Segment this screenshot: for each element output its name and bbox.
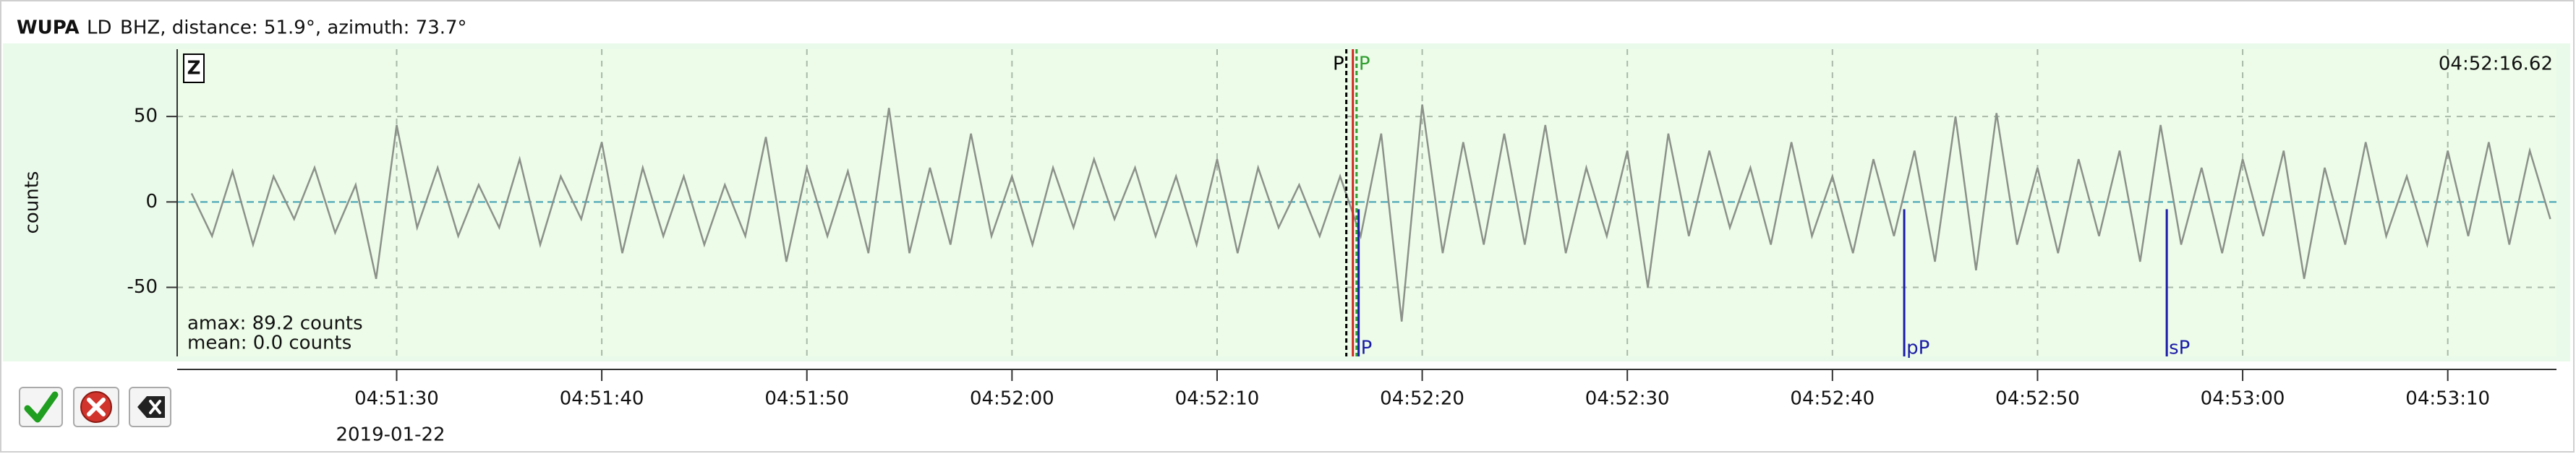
x-tick-label: 04:52:00: [970, 388, 1054, 410]
amax: amax: 89.2 counts: [187, 313, 363, 335]
waveform: [190, 104, 2551, 322]
pick-label: P: [1359, 53, 1370, 75]
x-tick-label: 04:53:00: [2201, 388, 2285, 410]
network: LD: [87, 17, 112, 39]
component: Z: [187, 58, 201, 80]
y-tick-label: 50: [134, 106, 158, 127]
pick-label: pP: [1906, 338, 1929, 359]
date: 2019-01-22: [336, 424, 445, 446]
x-tick-label: 04:52:30: [1585, 388, 1670, 410]
y-tick-label: -50: [127, 276, 158, 298]
pick-label: P: [1333, 53, 1344, 75]
x-tick-label: 04:51:50: [764, 388, 849, 410]
accept-button[interactable]: [19, 387, 63, 427]
x-tick-label: 04:52:10: [1175, 388, 1260, 410]
y-axis-label: counts: [22, 171, 43, 234]
x-tick-label: 04:51:30: [354, 388, 439, 410]
cursor-time: 04:52:16.62: [2439, 53, 2553, 75]
reject-button[interactable]: [73, 387, 119, 427]
x-tick-label: 04:52:40: [1790, 388, 1875, 410]
x-tick-label: 04:52:20: [1380, 388, 1464, 410]
x-tick-label: 04:52:50: [1995, 388, 2080, 410]
x-tick-label: 04:51:40: [560, 388, 644, 410]
mean: mean: 0.0 counts: [187, 333, 351, 354]
pick-label: P: [1361, 338, 1373, 359]
delete-button[interactable]: [129, 387, 171, 427]
y-tick-label: 0: [145, 191, 158, 213]
channel-info: BHZ, distance: 51.9°, azimuth: 73.7°: [120, 17, 467, 39]
component-box: [183, 53, 205, 83]
station: WUPA: [17, 17, 80, 39]
plot: -50 0 50 04:51:30 04:51:40 04:51:50 04:52:00 04…: [127, 49, 2556, 410]
x-tick-label: 04:53:10: [2405, 388, 2490, 410]
pick-label: sP: [2169, 338, 2190, 359]
